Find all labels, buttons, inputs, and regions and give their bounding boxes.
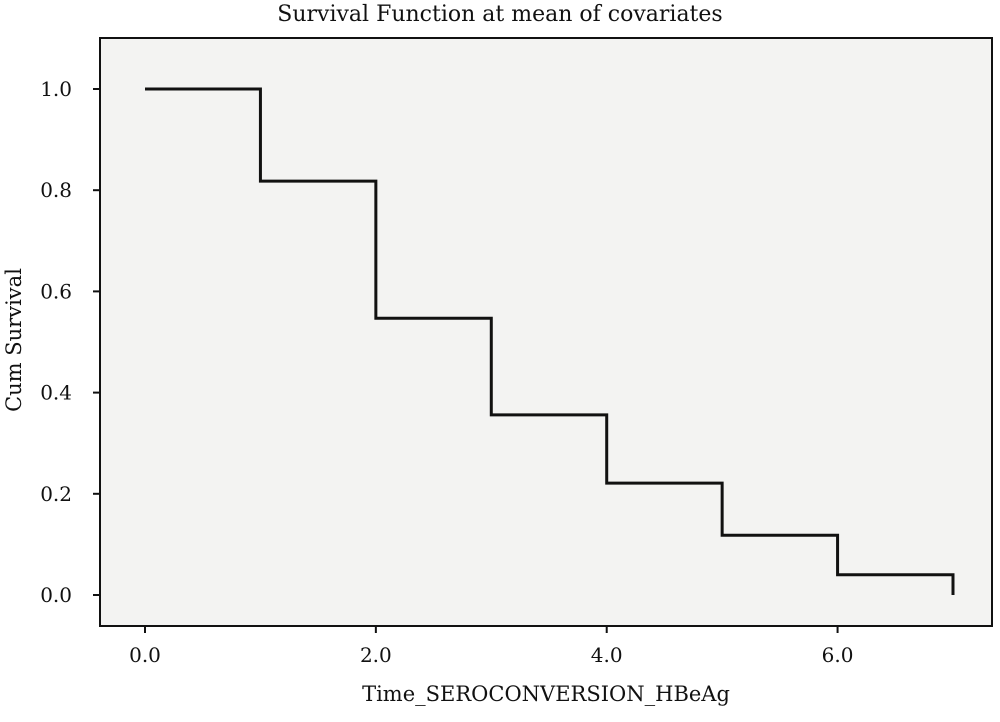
- x-tick-label: 2.0: [360, 643, 392, 667]
- chart-title: Survival Function at mean of covariates: [277, 2, 723, 27]
- y-axis-ticks: 0.0 0.2 0.4 0.6 0.8 1.0: [40, 77, 100, 607]
- survival-step-line: [145, 87, 955, 595]
- series-layer: [145, 87, 955, 595]
- x-axis-ticks: 0.0 2.0 4.0 6.0: [129, 626, 853, 667]
- y-axis-label: Cum Survival: [2, 268, 26, 412]
- x-axis-label: Time_SEROCONVERSION_HBeAg: [362, 682, 730, 706]
- plot-area: [99, 37, 993, 627]
- y-tick-label: 0.2: [40, 482, 72, 506]
- y-tick-label: 0.0: [40, 583, 72, 607]
- y-tick-label: 0.6: [40, 279, 72, 303]
- x-tick-label: 4.0: [591, 643, 623, 667]
- y-tick-label: 1.0: [40, 77, 72, 101]
- y-tick-label: 0.8: [40, 178, 72, 202]
- x-tick-label: 6.0: [822, 643, 854, 667]
- y-tick-label: 0.4: [40, 381, 72, 405]
- x-tick-label: 0.0: [129, 643, 161, 667]
